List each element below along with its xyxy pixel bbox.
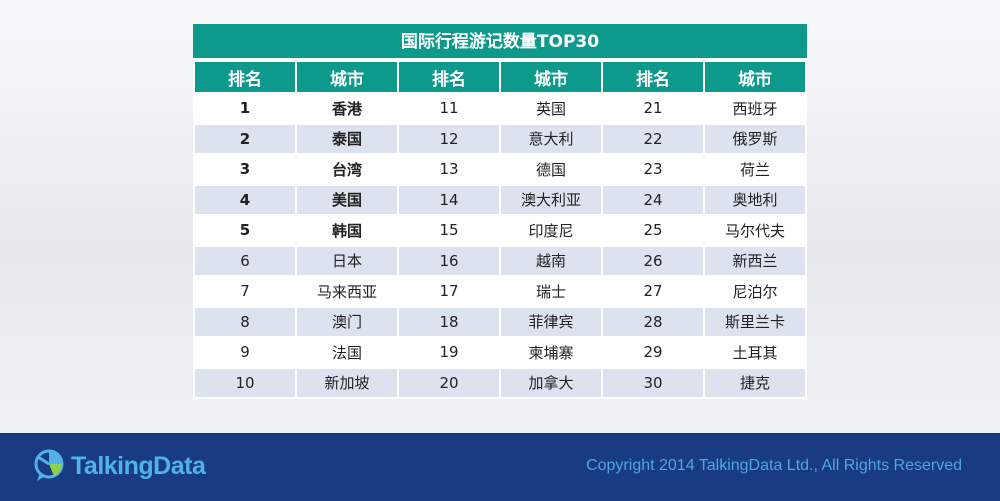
city-cell: 新加坡 — [295, 366, 399, 399]
city-cell: 意大利 — [499, 122, 603, 155]
city-cell: 柬埔寨 — [499, 336, 603, 369]
city-cell: 美国 — [295, 183, 399, 216]
rank-cell: 9 — [193, 336, 297, 369]
rank-cell: 23 — [601, 153, 705, 186]
city-cell: 菲律宾 — [499, 305, 603, 338]
rank-cell: 24 — [601, 183, 705, 216]
brand-logo: TalkingData — [34, 448, 206, 484]
rank-cell: 10 — [193, 366, 297, 399]
city-cell: 马来西亚 — [295, 275, 399, 308]
city-cell: 德国 — [499, 153, 603, 186]
rank-cell: 1 — [193, 92, 297, 125]
header-rank: 排名 — [601, 60, 705, 94]
table-row: 8 澳门 18 菲律宾 28 斯里兰卡 — [193, 305, 807, 338]
rank-cell: 29 — [601, 336, 705, 369]
rank-cell: 15 — [397, 214, 501, 247]
brand-name: TalkingData — [71, 451, 206, 480]
table-body: 1 香港 11 英国 21 西班牙 2 泰国 12 意大利 22 俄罗斯 3 台湾 13 德国 23 荷兰 4 美国 1… — [193, 92, 807, 399]
city-cell: 奥地利 — [703, 183, 807, 216]
table-title: 国际行程游记数量TOP30 — [193, 24, 807, 60]
city-cell: 澳大利亚 — [499, 183, 603, 216]
rank-cell: 12 — [397, 122, 501, 155]
city-cell: 俄罗斯 — [703, 122, 807, 155]
city-cell: 捷克 — [703, 366, 807, 399]
rank-cell: 17 — [397, 275, 501, 308]
city-cell: 香港 — [295, 92, 399, 125]
rank-cell: 30 — [601, 366, 705, 399]
city-cell: 西班牙 — [703, 92, 807, 125]
table-row: 10 新加坡 20 加拿大 30 捷克 — [193, 366, 807, 399]
rank-cell: 26 — [601, 244, 705, 277]
city-cell: 日本 — [295, 244, 399, 277]
header-city: 城市 — [499, 60, 603, 94]
rank-cell: 27 — [601, 275, 705, 308]
table-row: 7 马来西亚 17 瑞士 27 尼泊尔 — [193, 275, 807, 308]
table-row: 1 香港 11 英国 21 西班牙 — [193, 92, 807, 125]
rank-cell: 25 — [601, 214, 705, 247]
copyright-text: Copyright 2014 TalkingData Ltd., All Rig… — [586, 457, 962, 474]
city-cell: 加拿大 — [499, 366, 603, 399]
rank-cell: 8 — [193, 305, 297, 338]
rank-cell: 19 — [397, 336, 501, 369]
rank-cell: 6 — [193, 244, 297, 277]
rank-cell: 4 — [193, 183, 297, 216]
city-cell: 土耳其 — [703, 336, 807, 369]
rank-cell: 20 — [397, 366, 501, 399]
talkingdata-logo-icon — [34, 449, 64, 481]
header-rank: 排名 — [193, 60, 297, 94]
ranking-table-container: 国际行程游记数量TOP30 排名 城市 排名 城市 排名 城市 1 香港 11 英国 2… — [193, 24, 807, 399]
header-row: 排名 城市 排名 城市 排名 城市 — [193, 60, 807, 94]
rank-cell: 2 — [193, 122, 297, 155]
city-cell: 英国 — [499, 92, 603, 125]
city-cell: 荷兰 — [703, 153, 807, 186]
city-cell: 澳门 — [295, 305, 399, 338]
rank-cell: 13 — [397, 153, 501, 186]
city-cell: 瑞士 — [499, 275, 603, 308]
rank-cell: 14 — [397, 183, 501, 216]
rank-cell: 28 — [601, 305, 705, 338]
table-row: 3 台湾 13 德国 23 荷兰 — [193, 153, 807, 186]
city-cell: 韩国 — [295, 214, 399, 247]
city-cell: 尼泊尔 — [703, 275, 807, 308]
header-city: 城市 — [295, 60, 399, 94]
city-cell: 斯里兰卡 — [703, 305, 807, 338]
footer-bar: TalkingData Copyright 2014 TalkingData L… — [0, 433, 1000, 501]
rank-cell: 21 — [601, 92, 705, 125]
table-row: 5 韩国 15 印度尼 25 马尔代夫 — [193, 214, 807, 247]
city-cell: 法国 — [295, 336, 399, 369]
city-cell: 印度尼 — [499, 214, 603, 247]
city-cell: 新西兰 — [703, 244, 807, 277]
rank-cell: 7 — [193, 275, 297, 308]
header-rank: 排名 — [397, 60, 501, 94]
rank-cell: 16 — [397, 244, 501, 277]
city-cell: 马尔代夫 — [703, 214, 807, 247]
rank-cell: 3 — [193, 153, 297, 186]
city-cell: 越南 — [499, 244, 603, 277]
city-cell: 泰国 — [295, 122, 399, 155]
rank-cell: 11 — [397, 92, 501, 125]
table-row: 4 美国 14 澳大利亚 24 奥地利 — [193, 183, 807, 216]
ranking-table: 排名 城市 排名 城市 排名 城市 1 香港 11 英国 21 西班牙 2 泰国 12 意大利 22… — [193, 60, 807, 399]
table-row: 2 泰国 12 意大利 22 俄罗斯 — [193, 122, 807, 155]
rank-cell: 22 — [601, 122, 705, 155]
rank-cell: 5 — [193, 214, 297, 247]
table-row: 9 法国 19 柬埔寨 29 土耳其 — [193, 336, 807, 369]
city-cell: 台湾 — [295, 153, 399, 186]
rank-cell: 18 — [397, 305, 501, 338]
table-row: 6 日本 16 越南 26 新西兰 — [193, 244, 807, 277]
header-city: 城市 — [703, 60, 807, 94]
